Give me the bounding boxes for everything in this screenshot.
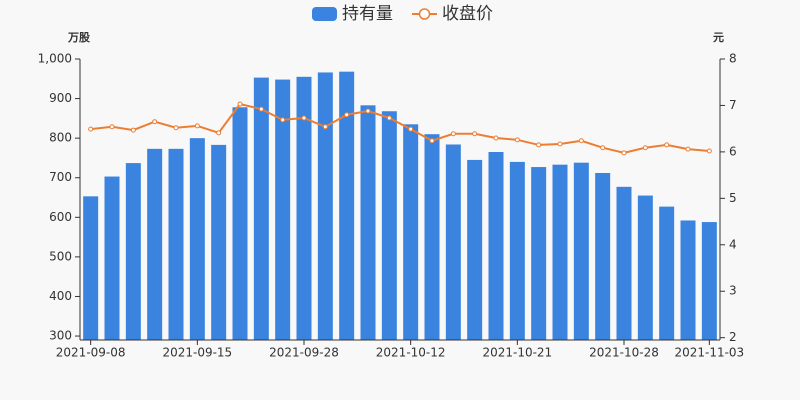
- y-tick-label: 900: [49, 91, 72, 105]
- price-point: [578, 138, 584, 144]
- price-point: [109, 124, 115, 130]
- bar: [296, 76, 312, 340]
- y-tick-label: 600: [49, 210, 72, 224]
- price-point: [237, 101, 243, 107]
- bar: [317, 72, 333, 341]
- price-point: [280, 117, 286, 123]
- legend-label: 收盘价: [442, 4, 493, 24]
- price-point: [258, 106, 264, 112]
- price-point: [642, 145, 648, 151]
- price-point: [429, 138, 435, 144]
- legend-label: 持有量: [342, 4, 393, 24]
- price-point: [706, 148, 712, 154]
- x-tick-label: 2021-10-12: [376, 346, 446, 360]
- bar: [509, 161, 525, 340]
- x-tick-label: 2021-09-08: [56, 346, 126, 360]
- price-point: [130, 127, 136, 133]
- bar: [616, 186, 632, 340]
- bar: [339, 71, 355, 340]
- legend-swatch: [418, 8, 431, 20]
- x-tick-label: 2021-11-03: [674, 346, 744, 360]
- bar: [147, 148, 163, 340]
- bar: [360, 105, 376, 340]
- y-tick-label: 700: [49, 170, 72, 184]
- price-point: [557, 141, 563, 147]
- x-tick-label: 2021-09-15: [162, 346, 232, 360]
- bar: [552, 164, 568, 340]
- price-point: [194, 123, 200, 129]
- price-point: [216, 130, 222, 136]
- price-line: [90, 102, 710, 154]
- y-tick-label: 800: [49, 131, 72, 145]
- y2-tick-label: 2: [729, 330, 737, 344]
- bar: [573, 162, 589, 340]
- x-tick-label: 2021-09-28: [269, 346, 339, 360]
- price-point: [600, 145, 606, 151]
- bar: [637, 195, 653, 340]
- y-axis-label: 万股: [67, 31, 91, 44]
- price-point: [173, 125, 179, 131]
- bar: [403, 124, 419, 340]
- y2-axis-label: 元: [713, 31, 724, 44]
- bar: [424, 134, 440, 340]
- bar: [211, 144, 227, 340]
- bar: [445, 144, 461, 340]
- bar: [189, 138, 205, 340]
- price-point: [514, 137, 520, 143]
- price-point: [301, 115, 307, 121]
- price-point: [365, 108, 371, 114]
- y2-tick-label: 3: [729, 284, 737, 298]
- bar: [381, 111, 397, 341]
- bar: [701, 222, 717, 340]
- price-point: [621, 150, 627, 156]
- price-point: [88, 126, 94, 132]
- bar: [253, 77, 269, 340]
- bar: [680, 220, 696, 340]
- legend-swatch: [312, 7, 337, 21]
- bar: [275, 79, 291, 340]
- y-tick-label: 300: [49, 329, 72, 343]
- price-point: [408, 126, 414, 132]
- y2-tick-label: 4: [729, 237, 737, 251]
- price-point: [450, 131, 456, 137]
- y2-tick-label: 5: [729, 191, 737, 205]
- price-point: [386, 115, 392, 121]
- bar: [488, 152, 504, 340]
- price-point: [322, 124, 328, 130]
- bar: [83, 196, 99, 340]
- bar: [595, 172, 611, 340]
- price-point: [536, 142, 542, 148]
- x-tick-label: 2021-10-21: [482, 346, 552, 360]
- y2-tick-label: 6: [729, 144, 737, 158]
- price-point: [152, 119, 158, 125]
- bar: [467, 159, 483, 340]
- bar: [232, 107, 248, 340]
- price-point: [493, 135, 499, 141]
- y-tick-label: 500: [49, 249, 72, 263]
- x-tick-label: 2021-10-28: [589, 346, 659, 360]
- price-point: [344, 112, 350, 118]
- bar: [104, 176, 120, 340]
- bar: [531, 167, 547, 340]
- bar: [125, 163, 141, 340]
- y-tick-label: 400: [49, 289, 72, 303]
- y2-tick-label: 7: [729, 98, 737, 112]
- bar: [168, 148, 184, 340]
- price-point: [472, 131, 478, 137]
- y-tick-label: 1,000: [38, 52, 72, 66]
- price-point: [685, 146, 691, 152]
- bar: [659, 206, 675, 340]
- price-point: [664, 142, 670, 148]
- y2-tick-label: 8: [729, 52, 737, 66]
